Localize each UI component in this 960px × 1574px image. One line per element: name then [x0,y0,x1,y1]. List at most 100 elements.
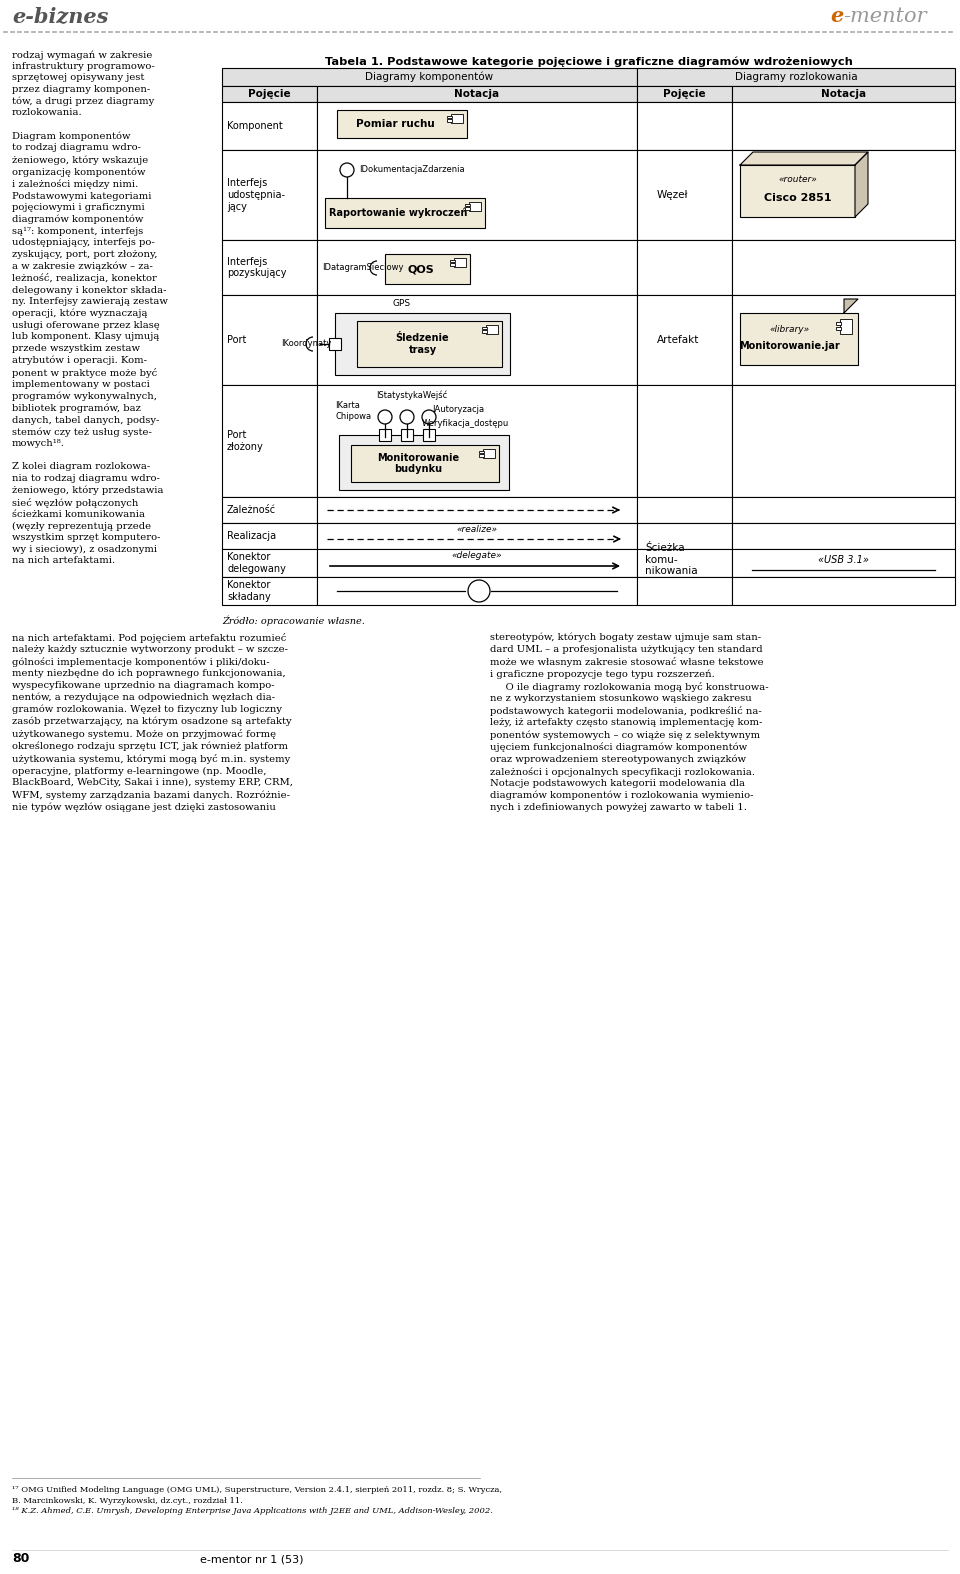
Bar [465,208,470,209]
Text: Cisco 2851: Cisco 2851 [764,194,831,203]
Bar [732,386,955,497]
Bar [357,321,502,367]
Bar [401,430,413,441]
Polygon shape [740,153,868,165]
Bar [732,578,955,604]
Bar [732,102,955,150]
Text: Tabela 1. Podstawowe kategorie pojęciowe i graficzne diagramów wdrożeniowych: Tabela 1. Podstawowe kategorie pojęciowe… [324,57,852,68]
Text: IDatagramSieciowy: IDatagramSieciowy [322,263,403,272]
Text: Notacja: Notacja [454,90,499,99]
Bar [637,87,732,102]
Bar [465,203,470,206]
Bar [351,445,499,482]
Bar [732,150,955,239]
Bar [317,87,637,102]
Bar [222,87,317,102]
Bar [329,338,341,349]
Bar [325,198,485,228]
Bar [222,549,317,578]
Bar [222,68,637,87]
Polygon shape [855,153,868,217]
Text: Diagramy komponentów: Diagramy komponentów [366,72,493,82]
Bar [469,201,481,211]
Bar [479,453,484,456]
Bar [732,87,955,102]
Text: e-mentor nr 1 (53): e-mentor nr 1 (53) [200,1554,303,1565]
Bar [637,239,732,294]
Bar [840,320,852,334]
Bar [486,324,498,334]
Bar [222,294,317,386]
Bar [637,523,732,549]
Bar [317,523,637,549]
Text: B. Marcinkowski, K. Wyrzykowski, dz.cyt., rozdział 11.: B. Marcinkowski, K. Wyrzykowski, dz.cyt.… [12,1497,243,1505]
Text: rodzaj wymagań w zakresie
infrastruktury programowo-
sprzętowej opisywany jest
p: rodzaj wymagań w zakresie infrastruktury… [12,50,168,565]
Text: Realizacja: Realizacja [227,530,276,541]
Bar [222,578,317,604]
Bar [454,258,466,268]
Bar [732,497,955,523]
Text: Raportowanie wykroczeń: Raportowanie wykroczeń [329,208,468,219]
Bar [317,150,637,239]
Text: «delegate»: «delegate» [452,551,502,560]
Bar [637,578,732,604]
Bar [222,497,317,523]
Bar [450,263,455,266]
Bar [222,102,317,150]
Bar [447,115,452,118]
Bar [637,386,732,497]
Text: Notacja: Notacja [821,90,866,99]
Bar [637,68,955,87]
Text: ¹⁷ OMG Unified Modeling Language (OMG UML), Superstructure, Version 2.4.1, sierp: ¹⁷ OMG Unified Modeling Language (OMG UM… [12,1486,502,1494]
Bar [337,110,467,139]
Bar [637,497,732,523]
Bar [447,120,452,121]
Bar [637,294,732,386]
Text: Pojęcie: Pojęcie [249,90,291,99]
Text: GPS: GPS [393,299,411,309]
Bar [222,386,317,497]
Bar [450,260,455,261]
Text: «router»: «router» [779,175,817,184]
Text: Interfejs
pozyskujący: Interfejs pozyskujący [227,257,286,279]
Bar [836,323,841,324]
Text: Weryfikacja_dostępu: Weryfikacja_dostępu [422,419,509,428]
Bar [637,549,732,578]
Bar [740,165,855,217]
Text: Pomiar ruchu: Pomiar ruchu [355,120,434,129]
Bar [423,430,435,441]
Bar [732,549,955,578]
Text: Konektor
delegowany: Konektor delegowany [227,552,286,575]
Text: Śledzenie
trasy: Śledzenie trasy [396,334,449,354]
Bar [732,294,955,386]
Text: -mentor: -mentor [843,6,926,25]
Bar [317,102,637,150]
Text: Ścieżka
komu-
nikowania: Ścieżka komu- nikowania [645,543,698,576]
Text: Komponent: Komponent [227,121,283,131]
Bar [385,253,470,283]
Text: IAutoryzacja: IAutoryzacja [432,405,484,414]
Text: QOS: QOS [407,264,434,274]
Text: «realize»: «realize» [457,526,497,535]
Text: stereotypów, których bogaty zestaw ujmuje sam stan-
dard UML – a profesjonalista: stereotypów, których bogaty zestaw ujmuj… [490,633,769,812]
Text: IKarta
Chipowa: IKarta Chipowa [335,401,372,420]
Bar [482,331,487,332]
Text: e: e [830,6,843,27]
Bar [482,326,487,329]
Bar [317,549,637,578]
Text: Zależność: Zależność [227,505,276,515]
Bar [335,313,510,375]
Bar [317,578,637,604]
Bar [732,239,955,294]
Bar [637,102,732,150]
Text: Pojęcie: Pojęcie [663,90,706,99]
Bar [732,523,955,549]
Bar [637,150,732,239]
Bar [379,430,391,441]
Bar [339,434,509,490]
Text: Artefakt: Artefakt [657,335,700,345]
Text: IStatystykaWejść: IStatystykaWejść [376,390,447,400]
Text: Interfejs
udostępnia-
jący: Interfejs udostępnia- jący [227,178,285,211]
Text: Konektor
składany: Konektor składany [227,581,271,601]
Bar [222,239,317,294]
